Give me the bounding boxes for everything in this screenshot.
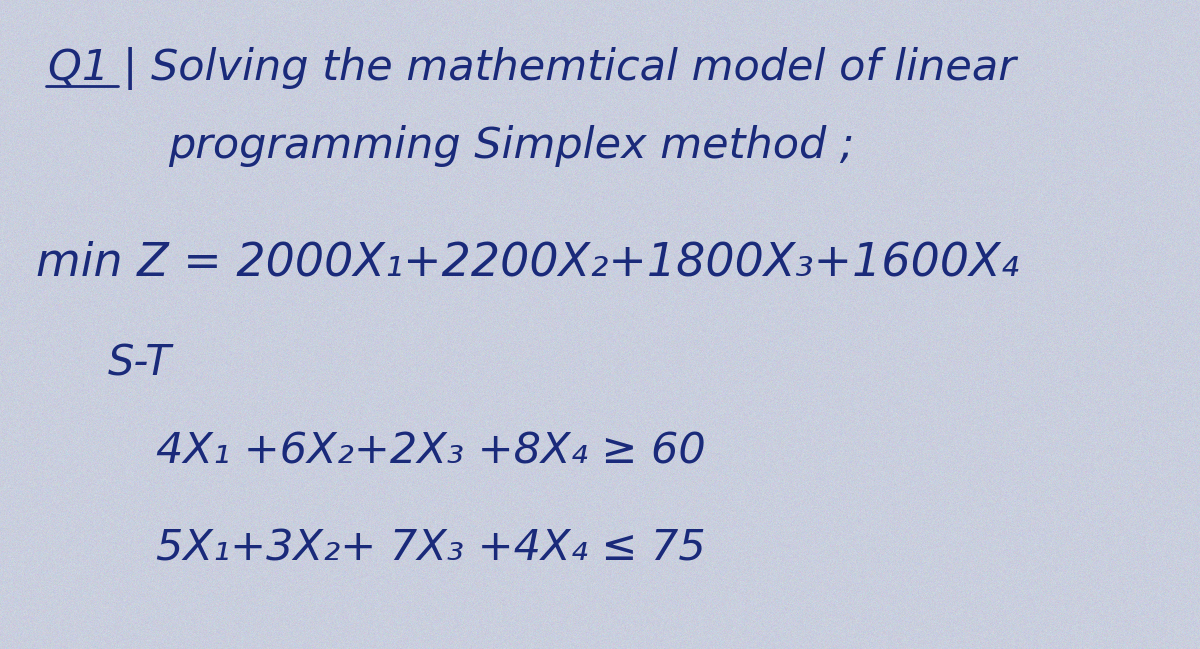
Text: min Z = 2000X₁+2200X₂+1800X₃+1600X₄: min Z = 2000X₁+2200X₂+1800X₃+1600X₄ [36, 240, 1019, 286]
Text: 5X₁+3X₂+ 7X₃ +4X₄ ≤ 75: 5X₁+3X₂+ 7X₃ +4X₄ ≤ 75 [156, 528, 706, 569]
Text: Q1 | Solving the mathemtical model of linear: Q1 | Solving the mathemtical model of li… [48, 47, 1016, 90]
Text: 4X₁ +6X₂+2X₃ +8X₄ ≥ 60: 4X₁ +6X₂+2X₃ +8X₄ ≥ 60 [156, 430, 706, 472]
Text: S-T: S-T [108, 343, 172, 384]
Text: programming Simplex method ;: programming Simplex method ; [168, 125, 854, 167]
